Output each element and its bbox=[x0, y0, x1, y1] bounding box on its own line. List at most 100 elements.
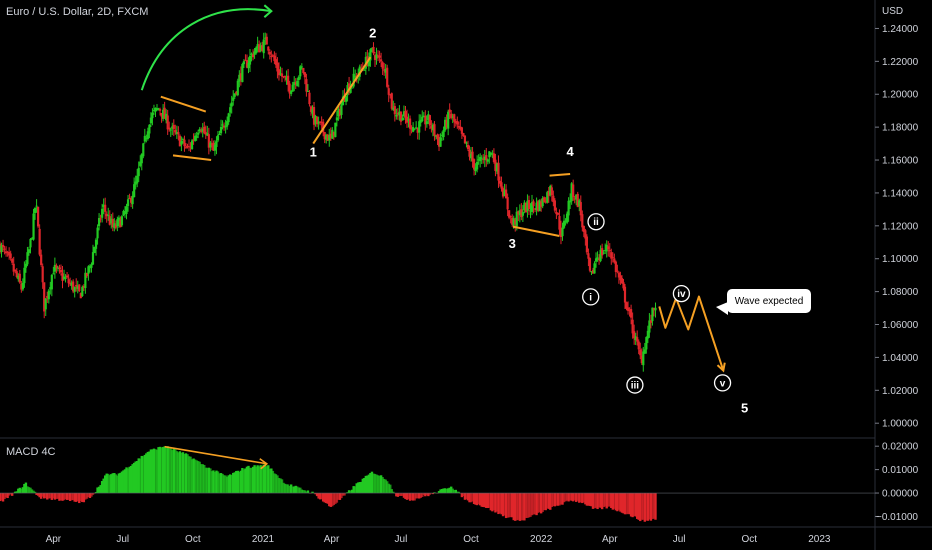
macd-bar bbox=[512, 493, 515, 521]
macd-bar bbox=[222, 475, 226, 494]
wave-label-3: 3 bbox=[509, 236, 516, 251]
macd-bar bbox=[646, 493, 650, 521]
candle bbox=[33, 207, 37, 220]
macd-bar bbox=[257, 466, 261, 494]
macd-bar bbox=[155, 449, 159, 494]
candle bbox=[576, 191, 579, 208]
macd-bar bbox=[486, 493, 490, 509]
candle-body bbox=[151, 112, 154, 119]
macd-bar bbox=[437, 491, 441, 494]
candle-body bbox=[264, 37, 267, 39]
candle bbox=[229, 103, 232, 117]
macd-bar bbox=[200, 464, 203, 494]
candle-body bbox=[212, 142, 215, 151]
wave-label-4: 4 bbox=[567, 144, 575, 159]
candle bbox=[408, 115, 412, 136]
macd-bar bbox=[483, 493, 486, 508]
macd-bar bbox=[538, 493, 541, 513]
candle-body bbox=[137, 167, 140, 177]
candle bbox=[44, 298, 47, 317]
macd-histogram bbox=[0, 446, 657, 522]
candle bbox=[573, 195, 576, 204]
candle bbox=[27, 246, 31, 256]
macd-bar bbox=[507, 493, 511, 518]
candle bbox=[85, 272, 88, 278]
candle-body bbox=[623, 286, 627, 303]
macd-bar bbox=[198, 461, 201, 494]
candle-body bbox=[59, 269, 63, 273]
candle-body bbox=[73, 287, 76, 292]
candle-body bbox=[149, 117, 153, 124]
candle-body bbox=[416, 127, 419, 133]
candle bbox=[56, 265, 60, 272]
candle bbox=[407, 113, 410, 128]
candle-body bbox=[625, 302, 628, 309]
macd-bar bbox=[38, 493, 41, 498]
macd-bar bbox=[196, 461, 200, 494]
candle bbox=[410, 125, 413, 134]
candle bbox=[335, 110, 338, 127]
x-tick-label: 2021 bbox=[252, 534, 275, 545]
candle bbox=[248, 49, 252, 72]
macd-bar bbox=[67, 493, 70, 500]
macd-bar bbox=[55, 493, 58, 499]
candle-body bbox=[222, 125, 226, 128]
macd-bar bbox=[253, 465, 256, 494]
candle bbox=[142, 142, 145, 159]
candle-body bbox=[558, 216, 561, 230]
macd-bar bbox=[466, 493, 470, 501]
candle-body bbox=[236, 80, 239, 96]
candle bbox=[561, 222, 564, 241]
candle bbox=[309, 105, 313, 116]
candle-body bbox=[575, 194, 578, 200]
macd-bar bbox=[451, 488, 454, 494]
candle bbox=[447, 109, 450, 136]
candle bbox=[640, 348, 643, 365]
candle bbox=[633, 324, 636, 345]
macd-bar bbox=[113, 473, 116, 494]
candle-body bbox=[157, 108, 160, 110]
candle bbox=[367, 52, 371, 72]
candle bbox=[189, 142, 192, 153]
candle-body bbox=[501, 188, 505, 197]
candle-body bbox=[341, 96, 345, 106]
label-circle bbox=[626, 376, 644, 394]
candle-body bbox=[404, 111, 407, 118]
candle bbox=[629, 304, 633, 325]
candle bbox=[62, 269, 66, 281]
candle-body bbox=[46, 295, 49, 298]
candle-body bbox=[410, 127, 413, 130]
wave-expected-callout[interactable]: Wave expected bbox=[727, 289, 811, 313]
candle-body bbox=[413, 128, 416, 130]
candle-body bbox=[412, 127, 415, 132]
candle bbox=[221, 120, 224, 130]
candle-body bbox=[219, 126, 223, 134]
candle-body bbox=[203, 126, 206, 134]
candle-body bbox=[184, 146, 188, 148]
macd-bar bbox=[134, 461, 137, 494]
macd-bar bbox=[399, 493, 403, 496]
candle bbox=[445, 114, 448, 130]
candle bbox=[337, 104, 340, 121]
candle bbox=[498, 176, 502, 187]
candle bbox=[463, 135, 467, 145]
candle-body bbox=[614, 261, 617, 272]
macd-bar bbox=[360, 481, 363, 494]
candle bbox=[393, 103, 396, 122]
macd-bar bbox=[259, 465, 262, 494]
candle bbox=[114, 220, 117, 230]
macd-bar bbox=[626, 493, 630, 514]
macd-bar bbox=[244, 468, 247, 494]
macd-bar bbox=[203, 464, 206, 494]
candle bbox=[3, 245, 6, 255]
projection-arrowhead bbox=[716, 362, 726, 373]
candle-body bbox=[552, 195, 555, 203]
candle bbox=[168, 121, 171, 132]
macd-bar bbox=[588, 493, 592, 506]
candle-body bbox=[634, 336, 637, 341]
candle bbox=[1, 239, 5, 253]
macd-bar bbox=[443, 488, 447, 494]
macd-bar bbox=[107, 473, 110, 494]
macd-bar bbox=[177, 452, 180, 494]
